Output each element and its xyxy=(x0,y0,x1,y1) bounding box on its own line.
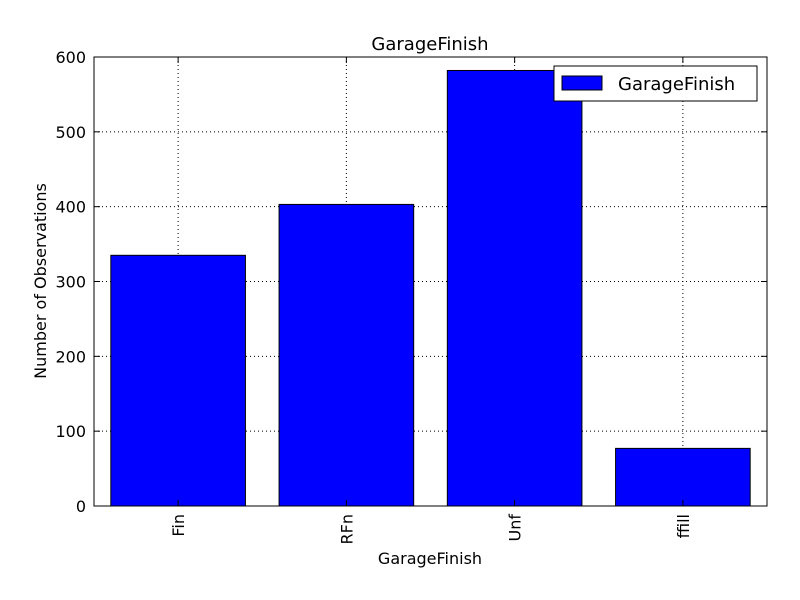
y-tick-label: 200 xyxy=(55,347,86,366)
bar xyxy=(615,447,751,507)
y-tick-label: 500 xyxy=(55,123,86,142)
x-tick-labels: Fin RFn Unf ffill xyxy=(169,514,693,545)
axis-ticks xyxy=(94,56,767,507)
legend: GarageFinish xyxy=(553,65,758,102)
x-axis-label: GarageFinish xyxy=(378,549,482,568)
chart-title: GarageFinish xyxy=(371,34,488,55)
bar xyxy=(110,254,246,507)
y-tick-label: 300 xyxy=(55,273,86,292)
bar xyxy=(446,69,583,507)
y-tick-label: 0 xyxy=(76,497,86,516)
x-tick-label: ffill xyxy=(674,514,693,538)
y-tick-labels: 0 100 200 300 400 500 600 xyxy=(55,48,86,516)
y-tick-label: 400 xyxy=(55,198,86,217)
bars xyxy=(110,69,751,507)
y-tick-label: 100 xyxy=(55,422,86,441)
bar xyxy=(278,203,415,507)
y-axis-label: Number of Observations xyxy=(31,183,50,379)
x-tick-label: Fin xyxy=(169,514,188,537)
legend-swatch xyxy=(561,75,603,91)
y-tick-label: 600 xyxy=(55,48,86,67)
legend-label: GarageFinish xyxy=(618,74,735,95)
x-tick-label: RFn xyxy=(337,514,356,544)
x-tick-label: Unf xyxy=(506,514,525,542)
